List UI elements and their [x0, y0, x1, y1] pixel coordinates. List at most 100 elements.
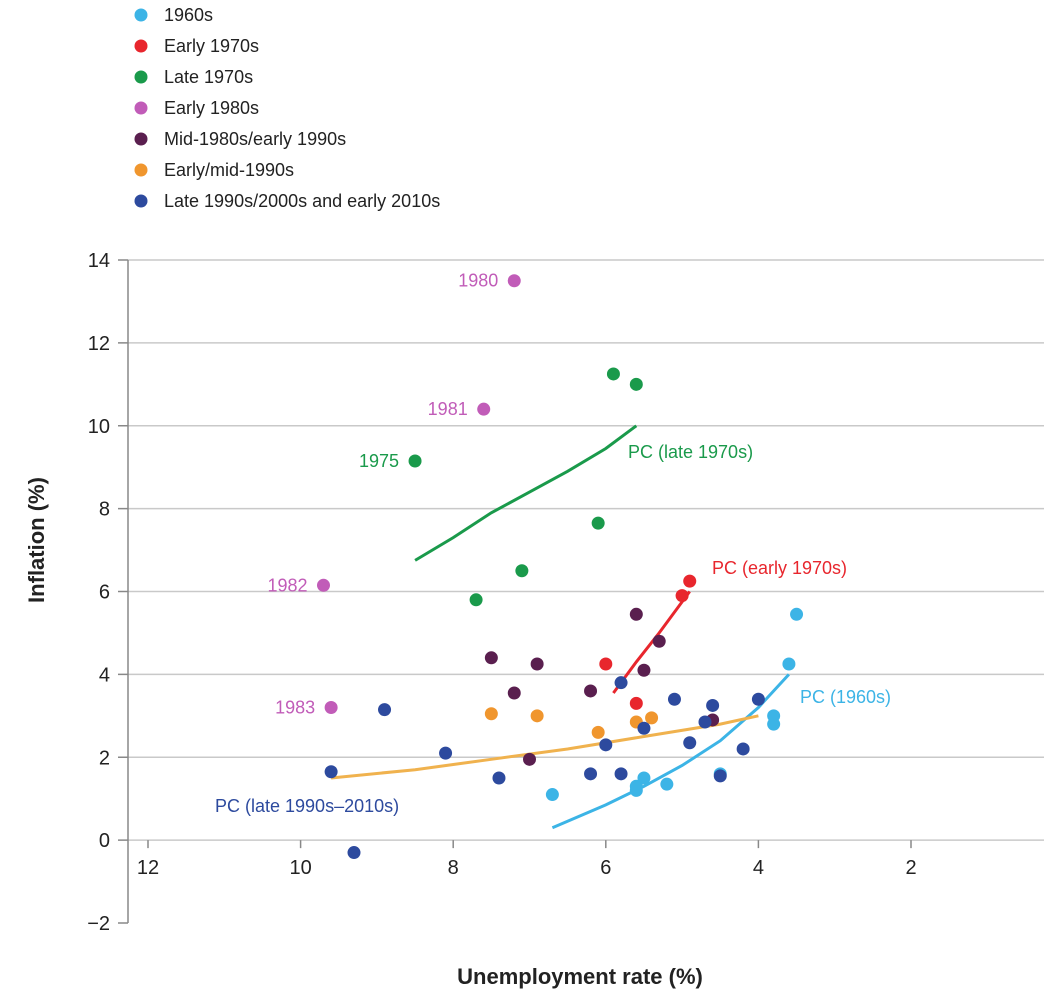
data-point — [652, 634, 666, 648]
y-tick-label: 14 — [88, 250, 110, 272]
data-point — [484, 651, 498, 665]
data-point — [324, 701, 338, 715]
data-point — [606, 367, 620, 381]
data-point — [584, 684, 598, 698]
data-point — [629, 607, 643, 621]
data-point — [492, 771, 506, 785]
data-point — [675, 589, 689, 603]
legend-label: 1960s — [164, 5, 213, 25]
data-point — [698, 715, 712, 729]
phillips-curve-line — [551, 673, 791, 830]
data-point — [469, 593, 483, 607]
y-tick-label: 8 — [99, 499, 110, 521]
phillips-curve-line — [330, 714, 759, 780]
data-point — [530, 657, 544, 671]
data-point — [530, 709, 544, 723]
x-tick-label: 12 — [137, 857, 159, 879]
data-point — [591, 516, 605, 530]
data-point — [629, 377, 643, 391]
gridlines — [128, 259, 1044, 841]
y-tick-label: 0 — [99, 830, 110, 852]
legend-marker — [134, 39, 148, 53]
data-point — [324, 765, 338, 779]
legend-marker — [134, 70, 148, 84]
point-year-label: 1975 — [359, 451, 399, 471]
y-tick-label: 12 — [88, 333, 110, 355]
data-point — [683, 574, 697, 588]
data-point — [477, 402, 491, 416]
data-point — [706, 698, 720, 712]
data-point — [378, 703, 392, 717]
data-point — [507, 686, 521, 700]
data-point — [637, 721, 651, 735]
data-point — [408, 454, 422, 468]
x-tick-label: 8 — [448, 857, 459, 879]
data-point — [660, 777, 674, 791]
data-point — [347, 846, 361, 860]
point-year-label: 1981 — [428, 399, 468, 419]
legend-marker — [134, 194, 148, 208]
legend-label: Early 1970s — [164, 36, 259, 56]
point-year-label: 1982 — [267, 575, 307, 595]
data-point — [736, 742, 750, 756]
data-point — [614, 767, 628, 781]
y-tick-label: 10 — [88, 416, 110, 438]
curve-label: PC (late 1990s–2010s) — [215, 796, 399, 816]
legend-label: Late 1990s/2000s and early 2010s — [164, 191, 440, 211]
x-tick-label: 6 — [600, 857, 611, 879]
legend-marker — [134, 101, 148, 115]
data-point — [584, 767, 598, 781]
y-tick-label: 4 — [99, 664, 110, 686]
y-tick-label: 2 — [99, 747, 110, 769]
data-point — [667, 692, 681, 706]
y-axis-ticks: 14 12 10 8 6 4 2 0 −2 — [87, 250, 128, 935]
y-axis-title: Inflation (%) — [24, 477, 49, 603]
data-point — [614, 676, 628, 690]
data-point — [316, 578, 330, 592]
phillips-curves: PC (late 1970s) PC (early 1970s) PC (1960s… — [215, 424, 891, 830]
legend-label: Early/mid-1990s — [164, 160, 294, 180]
data-point — [629, 783, 643, 797]
legend-marker — [134, 8, 148, 22]
data-point — [523, 752, 536, 766]
data-point — [767, 717, 781, 731]
curve-label: PC (1960s) — [800, 687, 891, 707]
x-tick-label: 2 — [905, 857, 916, 879]
data-point — [713, 769, 727, 783]
data-point — [439, 746, 453, 760]
data-point — [637, 771, 651, 785]
y-tick-label: 6 — [99, 582, 110, 604]
data-point — [683, 736, 697, 750]
curve-label: PC (early 1970s) — [712, 558, 847, 578]
x-tick-label: 4 — [753, 857, 764, 879]
data-point — [515, 564, 529, 578]
legend: 1960s Early 1970s Late 1970s Early 1980s Mid… — [134, 5, 440, 211]
data-point — [599, 657, 613, 671]
curve-label: PC (late 1970s) — [628, 442, 753, 462]
data-point — [484, 707, 498, 721]
legend-label: Late 1970s — [164, 67, 253, 87]
data-point — [645, 711, 659, 725]
x-axis-title: Unemployment rate (%) — [457, 964, 703, 989]
data-point — [545, 788, 559, 802]
legend-marker — [134, 132, 148, 146]
data-points — [316, 274, 804, 860]
x-axis-ticks: 12 10 8 6 4 2 — [137, 840, 917, 879]
data-point — [751, 692, 765, 706]
legend-marker — [134, 163, 148, 177]
data-point — [629, 696, 643, 710]
point-year-label: 1980 — [458, 271, 498, 291]
annotations: 1975 1980 1981 1982 1983 — [267, 271, 498, 718]
data-point — [507, 274, 521, 288]
phillips-curve-line — [414, 424, 638, 562]
data-point — [782, 657, 796, 671]
x-tick-label: 10 — [289, 857, 311, 879]
data-point — [591, 725, 605, 739]
y-tick-label: −2 — [87, 913, 110, 935]
point-year-label: 1983 — [275, 698, 315, 718]
data-point — [790, 607, 804, 621]
data-point — [637, 663, 651, 677]
legend-label: Mid-1980s/early 1990s — [164, 129, 346, 149]
legend-label: Early 1980s — [164, 98, 259, 118]
